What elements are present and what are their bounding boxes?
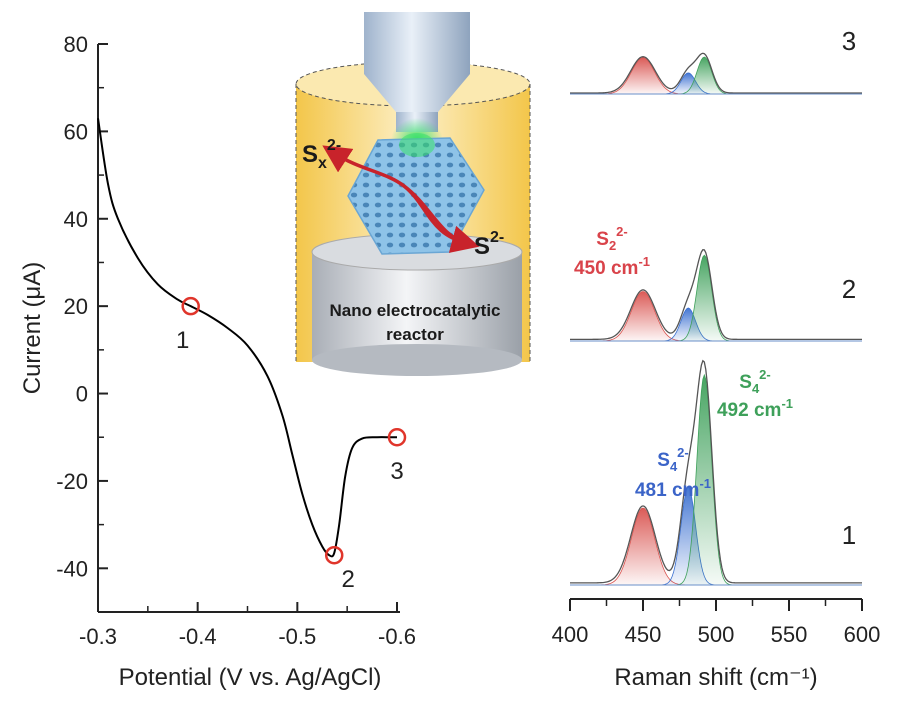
cv-x-tick-label: -0.4 — [179, 624, 217, 649]
raman-envelope — [570, 52, 862, 94]
reactor-title-line1: Nano electrocatalytic — [329, 301, 500, 320]
cv-x-axis-label: Potential (V vs. Ag/AgCl) — [119, 664, 382, 691]
raman-envelope — [570, 359, 862, 584]
cv-marker-label-3: 3 — [390, 458, 403, 485]
raman-envelope — [570, 249, 862, 340]
raman-spectrum-label-3: 3 — [842, 26, 856, 56]
raman-x-tick-label: 550 — [771, 622, 808, 647]
cv-marker-3 — [387, 427, 407, 447]
raman-x-tick-label: 500 — [698, 622, 735, 647]
raman-annotation-s4a: S42-481 cm-1 — [635, 445, 711, 501]
raman-x-tick-label: 600 — [844, 622, 881, 647]
cv-x-tick-label: -0.5 — [278, 624, 316, 649]
cv-series-line — [97, 118, 397, 558]
reactor-title-line2: reactor — [386, 325, 444, 344]
raman-chart: 400 450 500 550 600 321 S22-450 cm-1S42-481 … — [552, 26, 881, 691]
svg-text:492 cm-1: 492 cm-1 — [717, 396, 793, 421]
cv-marker-label-2: 2 — [342, 566, 355, 593]
raman-x-axis-label: Raman shift (cm⁻¹) — [614, 664, 817, 691]
cv-y-tick-label: -40 — [56, 556, 88, 581]
sx-label: Sx2- — [302, 137, 341, 172]
cv-marker-label-1: 1 — [176, 327, 189, 354]
cv-marker-1 — [181, 296, 200, 316]
cv-chart: 80 60 40 20 0 -20 -40 -0.3 -0.4 -0.5 -0.6 1 2 3 Pot… — [19, 32, 416, 691]
raman-x-tick-label: 400 — [552, 622, 589, 647]
cv-y-tick-label: -20 — [56, 469, 88, 494]
cv-y-tick-label: 0 — [76, 382, 88, 407]
raman-spectrum-label-2: 2 — [842, 274, 856, 304]
svg-text:S22-: S22- — [596, 224, 627, 253]
svg-text:481 cm-1: 481 cm-1 — [635, 476, 711, 501]
cv-y-tick-label: 40 — [64, 207, 88, 232]
s2-label: S2- — [474, 229, 504, 260]
raman-annotation-s4b: S42-492 cm-1 — [717, 367, 793, 421]
cv-y-tick-label: 80 — [64, 32, 88, 57]
cv-marker-2 — [324, 545, 344, 565]
raman-spectrum-2: 2 — [570, 249, 862, 342]
svg-text:S42-: S42- — [739, 367, 770, 396]
objective-lens — [364, 12, 470, 74]
cv-x-tick-label: -0.3 — [79, 624, 117, 649]
cv-x-tick-label: -0.6 — [378, 624, 416, 649]
svg-text:S42-: S42- — [657, 445, 688, 474]
cv-y-tick-label: 60 — [64, 119, 88, 144]
raman-x-tick-label: 450 — [625, 622, 662, 647]
cv-y-axis-label: Current (μA) — [19, 262, 46, 395]
raman-spectrum-1: 1 — [570, 359, 862, 586]
svg-text:450 cm-1: 450 cm-1 — [574, 254, 650, 279]
raman-spectrum-3: 3 — [570, 26, 862, 95]
raman-annotation-s2: S22-450 cm-1 — [574, 224, 650, 279]
raman-peak-S4_492 — [570, 56, 862, 95]
cv-y-tick-label: 20 — [64, 294, 88, 319]
raman-spectrum-label-1: 1 — [842, 520, 856, 550]
reactor-illustration: Sx2- S2- Nano electrocatalytic reactor — [295, 12, 531, 376]
